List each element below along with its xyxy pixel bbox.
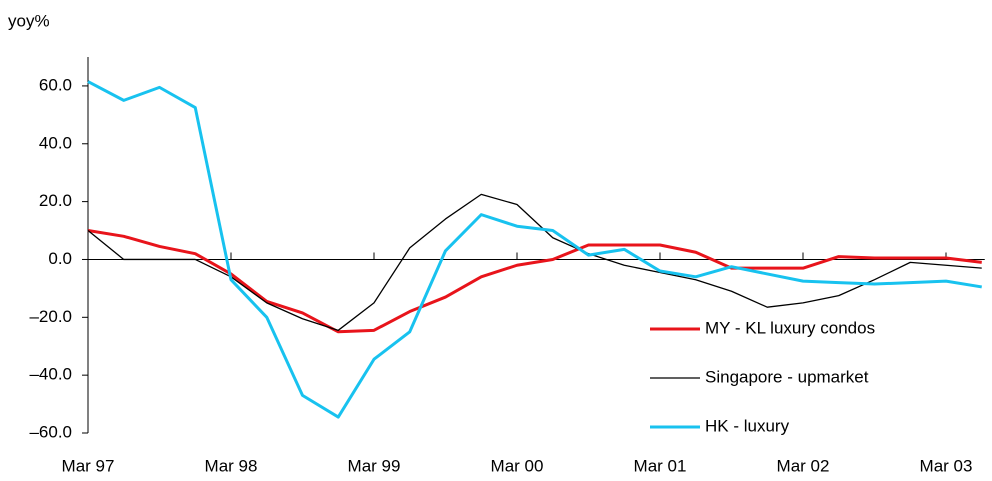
x-tick-label: Mar 00 (491, 456, 544, 475)
y-tick-label: 20.0 (39, 191, 72, 210)
legend-label: Singapore - upmarket (705, 367, 869, 386)
x-tick-label: Mar 98 (205, 456, 258, 475)
y-tick-label: 40.0 (39, 133, 72, 152)
series-line (87, 193, 982, 331)
legend-label: MY - KL luxury condos (705, 318, 875, 337)
legend-label: HK - luxury (705, 416, 790, 435)
series-line (87, 80, 982, 419)
y-tick-label: –40.0 (29, 365, 72, 384)
x-tick-label: Mar 03 (920, 456, 973, 475)
y-axis-label: yoy% (8, 11, 50, 30)
x-tick-label: Mar 01 (634, 456, 687, 475)
y-tick-label: 0.0 (48, 249, 72, 268)
x-tick-label: Mar 97 (62, 456, 115, 475)
y-tick-label: –20.0 (29, 307, 72, 326)
y-tick-label: –60.0 (29, 422, 72, 441)
x-tick-label: Mar 99 (348, 456, 401, 475)
x-tick-label: Mar 02 (777, 456, 830, 475)
y-tick-label: 60.0 (39, 75, 72, 94)
series-line (87, 229, 982, 334)
